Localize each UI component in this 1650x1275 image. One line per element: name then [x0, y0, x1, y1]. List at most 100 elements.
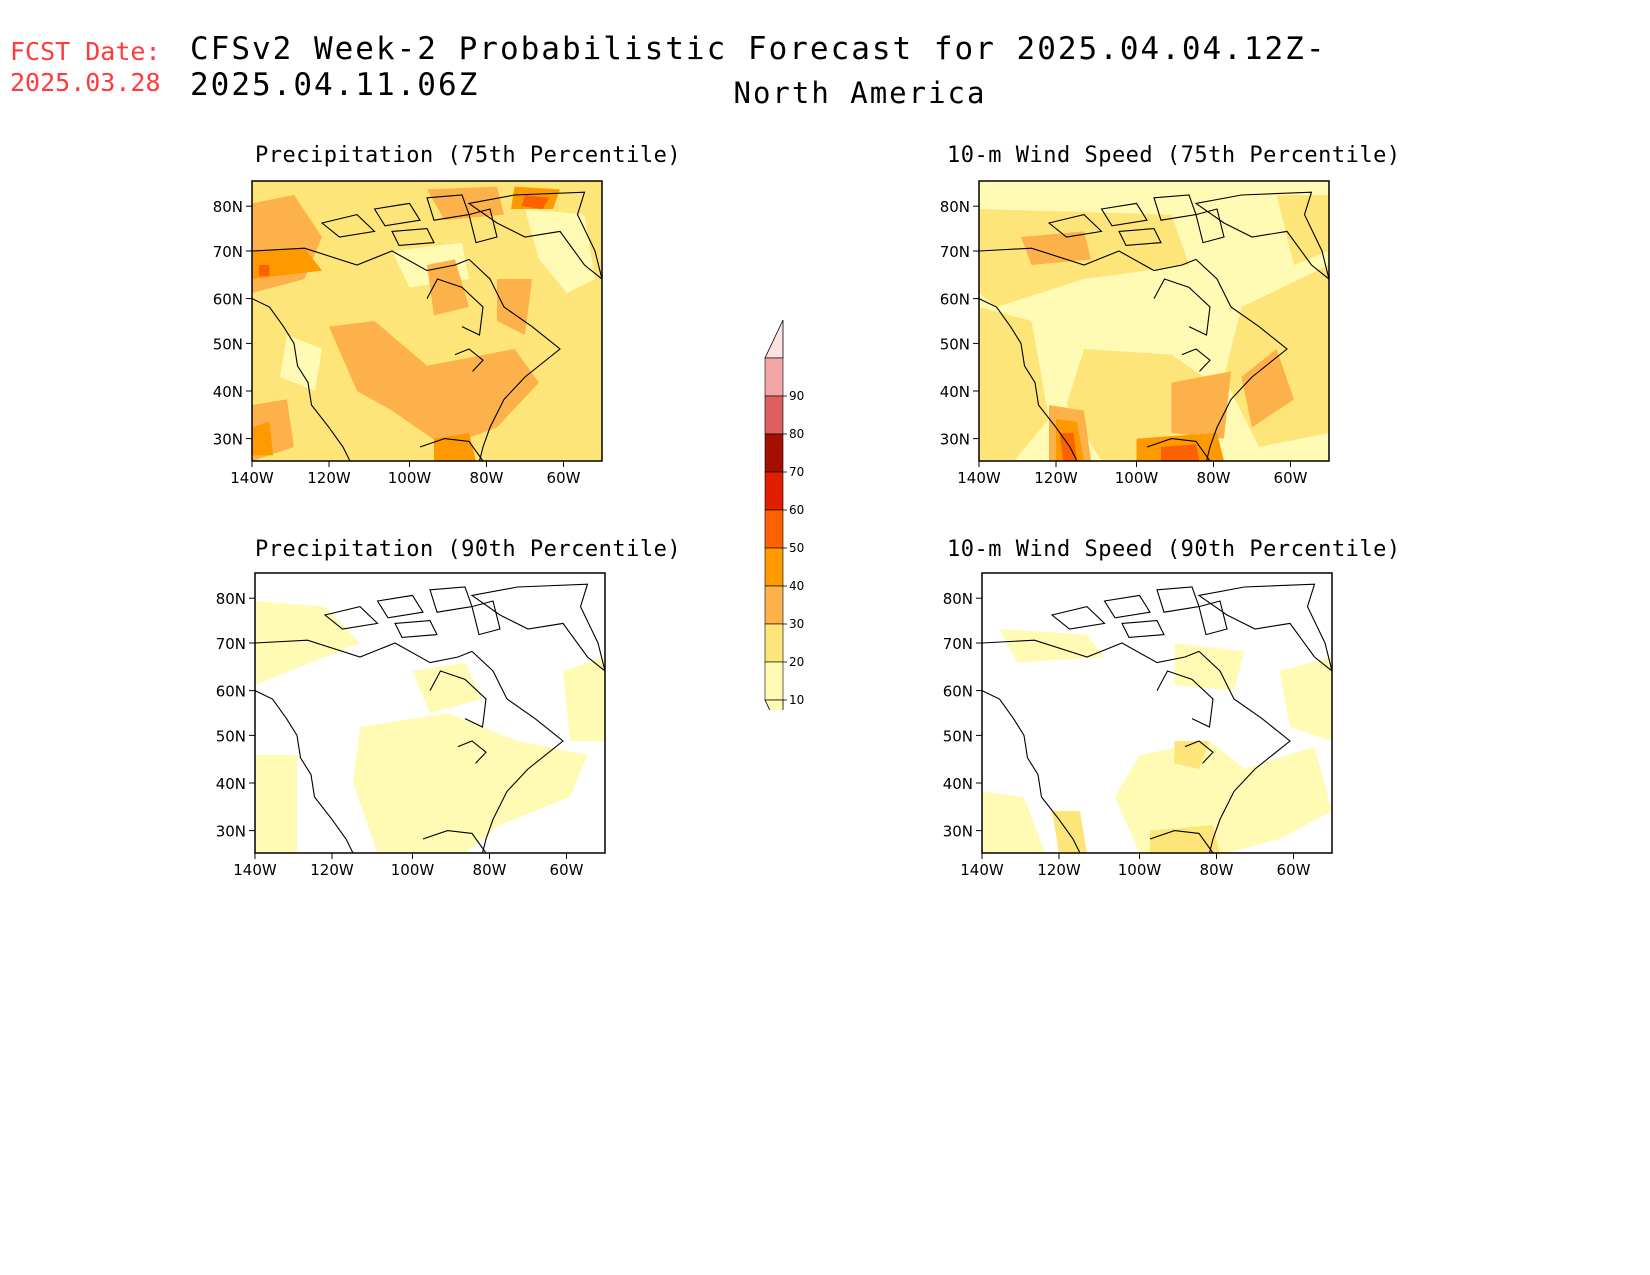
panel-title: 10-m Wind Speed (75th Percentile): [947, 143, 1401, 168]
probability-area: [1150, 825, 1220, 853]
colorbar-swatch: [764, 395, 784, 435]
lon-label: 120W: [310, 861, 354, 879]
coastline-segment: [457, 740, 487, 764]
coastline-segment: [1149, 830, 1214, 853]
coastline-segment: [255, 639, 473, 664]
lat-label: 60N: [216, 683, 246, 701]
lon-label: 140W: [957, 469, 1001, 487]
panel-title: Precipitation (75th Percentile): [255, 143, 682, 168]
lon-label: 60W: [1277, 861, 1311, 879]
lat-label: 50N: [940, 335, 970, 353]
coastline-segment: [426, 278, 484, 336]
coastline-segment: [391, 228, 435, 246]
lat-label: 60N: [943, 683, 973, 701]
map-wind-75: 80N 70N 60N 50N 40N 30N 140W 120W 100W 80W 60W: [940, 180, 1330, 487]
coastline: [982, 583, 1332, 853]
probability-area: [1021, 231, 1091, 265]
coastline-segment: [255, 690, 354, 853]
lat-label: 50N: [216, 727, 246, 745]
lon-label: 120W: [1034, 469, 1078, 487]
coastline-segment: [979, 247, 1197, 272]
probability-area: [259, 265, 270, 277]
lat-label: 80N: [943, 590, 973, 608]
colorbar-swatch: [764, 471, 784, 511]
lon-label: 140W: [230, 469, 274, 487]
probability-area: [255, 601, 360, 685]
coastline-segment: [1156, 670, 1214, 728]
probability-area: [255, 755, 297, 853]
probability-area: [252, 421, 273, 456]
probability-area: [1161, 444, 1200, 461]
colorbar-swatch: [764, 433, 784, 473]
probability-area: [280, 335, 322, 391]
lon-label: 80W: [1200, 861, 1234, 879]
lat-label: 30N: [943, 823, 973, 841]
shaded-field: [252, 181, 602, 461]
lat-label: 60N: [213, 291, 243, 309]
lat-label: 30N: [213, 431, 243, 449]
coastline-segment: [376, 594, 424, 619]
coastline-segment: [1121, 620, 1165, 638]
coastline-segment: [471, 600, 501, 636]
panel-title: Precipitation (90th Percentile): [255, 537, 682, 562]
forecast-date-label: FCST Date: 2025.03.28: [10, 36, 161, 98]
coastline-segment: [1198, 600, 1228, 636]
probability-area: [1276, 195, 1329, 265]
coastline-segment: [979, 298, 1078, 461]
lat-label: 30N: [216, 823, 246, 841]
lon-label: 100W: [388, 469, 432, 487]
coastline-segment: [252, 247, 470, 272]
fcst-date-value: 2025.03.28: [10, 68, 161, 97]
map-frame: [981, 572, 1333, 854]
probability-area: [525, 209, 595, 293]
lat-label: 80N: [940, 198, 970, 216]
coastline-segment: [419, 438, 484, 461]
lat-label: 80N: [213, 198, 243, 216]
coastline-segment: [422, 830, 487, 853]
probability-area: [427, 259, 469, 316]
lat-label: 40N: [940, 383, 970, 401]
coastline-segment: [1156, 586, 1200, 613]
colorbar-top-cap: [764, 319, 784, 359]
lat-label: 70N: [943, 635, 973, 653]
coastline-segment: [468, 258, 561, 461]
coastline: [979, 191, 1329, 461]
probability-area: [353, 713, 588, 853]
lat-label: 30N: [940, 431, 970, 449]
coastline-segment: [320, 213, 376, 238]
colorbar-label: 70: [789, 465, 804, 479]
lat-label: 70N: [216, 635, 246, 653]
lat-label: 70N: [213, 243, 243, 261]
map-frame: [251, 180, 603, 462]
coastline-segment: [1195, 208, 1225, 244]
lat-label: 80N: [216, 590, 246, 608]
lat-label: 70N: [940, 243, 970, 261]
probability-area: [1174, 741, 1210, 769]
probability-area: [1171, 371, 1231, 439]
lon-label: 120W: [1037, 861, 1081, 879]
colorbar-label: 10: [789, 693, 804, 707]
coastline-segment: [468, 208, 498, 244]
shaded-field: [982, 629, 1332, 853]
shaded-field: [255, 601, 605, 853]
coastline-segment: [470, 583, 605, 672]
probability-area: [434, 433, 476, 461]
lon-label: 140W: [233, 861, 277, 879]
coastline-segment: [467, 191, 602, 280]
coastline-segment: [429, 586, 473, 613]
lat-label: 50N: [213, 335, 243, 353]
coastline-segment: [252, 298, 351, 461]
lat-label: 40N: [213, 383, 243, 401]
colorbar-label: 80: [789, 427, 804, 441]
lon-label: 100W: [1118, 861, 1162, 879]
coastline-segment: [1181, 348, 1211, 372]
coastline-segment: [394, 620, 438, 638]
map-wind-90: 80N 70N 60N 50N 40N 30N 140W 120W 100W 80W 60W: [943, 572, 1333, 879]
probability-area: [979, 307, 1049, 461]
colorbar-bottom-cap: [764, 699, 784, 710]
colorbar-swatch: [764, 357, 784, 397]
probability-area: [1241, 349, 1294, 428]
coastline-segment: [1118, 228, 1162, 246]
coastline-segment: [1194, 191, 1329, 280]
colorbar-label: 50: [789, 541, 804, 555]
